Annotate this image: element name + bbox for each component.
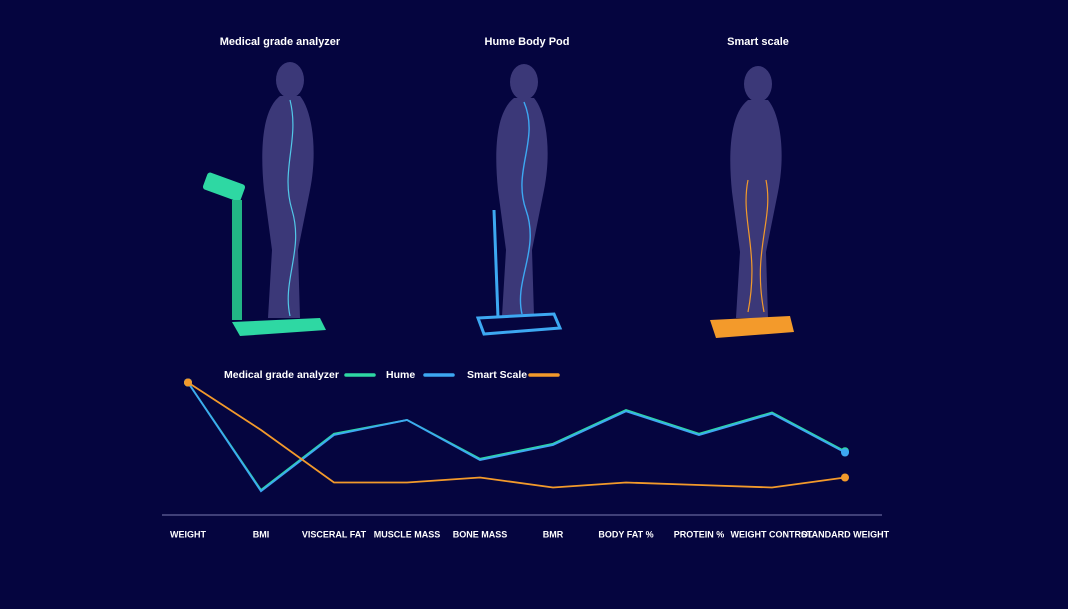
legend-label: Hume bbox=[386, 369, 415, 381]
silhouette-body bbox=[262, 96, 314, 318]
handle bbox=[492, 209, 500, 319]
analyzer-screen bbox=[202, 172, 246, 202]
pod-platform bbox=[475, 312, 563, 336]
x-tick-label: WEIGHT bbox=[170, 529, 206, 539]
current-path bbox=[745, 179, 769, 313]
panel-medical: Medical grade analyzer bbox=[202, 36, 341, 336]
panel-title: Hume Body Pod bbox=[485, 36, 570, 48]
x-tick-label: PROTEIN % bbox=[674, 529, 725, 539]
silhouette-body bbox=[730, 100, 782, 318]
series-line bbox=[187, 381, 846, 492]
x-tick-label: MUSCLE MASS bbox=[374, 529, 441, 539]
panel-title: Medical grade analyzer bbox=[220, 36, 341, 48]
analyzer-platform bbox=[232, 318, 326, 336]
x-tick-label: BMI bbox=[253, 529, 270, 539]
panel-smart-scale: Smart scale bbox=[710, 36, 794, 338]
x-tick-label: BODY FAT % bbox=[598, 529, 653, 539]
current-path bbox=[519, 101, 531, 315]
x-tick-label: WEIGHT CONTROL bbox=[731, 529, 814, 539]
legend-label: Medical grade analyzer bbox=[224, 369, 339, 381]
silhouette-head bbox=[510, 64, 538, 100]
panel-title: Smart scale bbox=[727, 36, 789, 48]
x-tick-label: STANDARD WEIGHT bbox=[801, 529, 890, 539]
x-tick-label: BMR bbox=[543, 529, 564, 539]
silhouette-head bbox=[276, 62, 304, 98]
current-path bbox=[287, 99, 297, 317]
x-tick-label: BONE MASS bbox=[453, 529, 508, 539]
x-tick-label: VISCERAL FAT bbox=[302, 529, 367, 539]
legend-label: Smart Scale bbox=[467, 369, 527, 381]
end-dot bbox=[841, 448, 849, 457]
panel-hume: Hume Body Pod bbox=[475, 36, 570, 336]
silhouette-body bbox=[496, 98, 548, 316]
series-line bbox=[187, 381, 846, 493]
end-dot bbox=[841, 473, 849, 482]
analyzer-pole bbox=[232, 200, 242, 320]
silhouette-head bbox=[744, 66, 772, 102]
end-dot bbox=[184, 378, 192, 387]
series-line bbox=[187, 381, 846, 489]
scale-platform bbox=[710, 316, 794, 338]
